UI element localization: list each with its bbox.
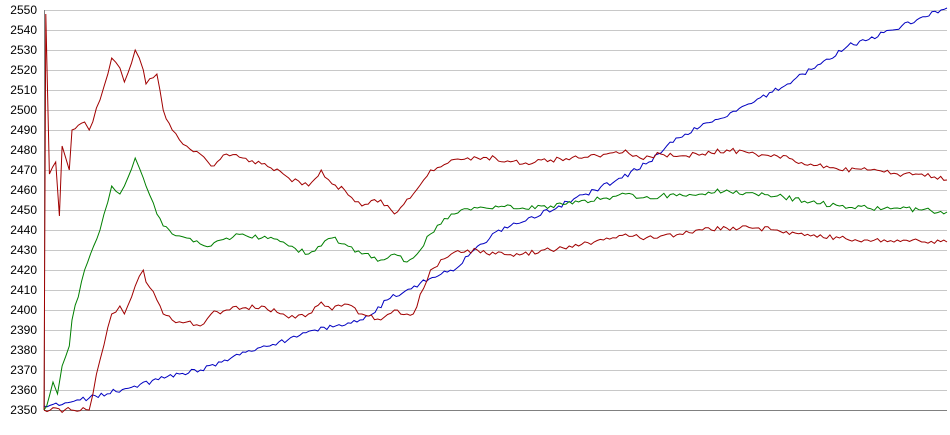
y-tick-label: 2380 — [10, 343, 37, 357]
y-tick-label: 2390 — [10, 323, 37, 337]
y-tick-label: 2510 — [10, 83, 37, 97]
series-line-1 — [43, 7, 948, 408]
y-tick-label: 2550 — [10, 3, 37, 17]
y-tick-label: 2490 — [10, 123, 37, 137]
y-tick-label: 2520 — [10, 63, 37, 77]
y-tick-label: 2430 — [10, 243, 37, 257]
y-tick-label: 2530 — [10, 43, 37, 57]
series-line-3 — [43, 156, 948, 411]
y-tick-label: 2470 — [10, 163, 37, 177]
y-tick-label: 2460 — [10, 183, 37, 197]
y-tick-label: 2450 — [10, 203, 37, 217]
y-tick-label: 2480 — [10, 143, 37, 157]
y-tick-label: 2370 — [10, 363, 37, 377]
series-line-2 — [43, 13, 948, 411]
y-tick-label: 2400 — [10, 303, 37, 317]
y-tick-label: 2440 — [10, 223, 37, 237]
y-tick-label: 2500 — [10, 103, 37, 117]
y-tick-label: 2540 — [10, 23, 37, 37]
series-layer — [43, 7, 948, 414]
series-line-4 — [43, 225, 948, 414]
y-tick-label: 2410 — [10, 283, 37, 297]
y-tick-label: 2420 — [10, 263, 37, 277]
y-tick-label: 2350 — [10, 403, 37, 417]
y-axis-tick-labels: 2350 2360 2370 2380 2390 2400 2410 2420 2430 2440… — [10, 3, 37, 417]
y-tick-label: 2360 — [10, 383, 37, 397]
gridlines — [44, 10, 947, 411]
